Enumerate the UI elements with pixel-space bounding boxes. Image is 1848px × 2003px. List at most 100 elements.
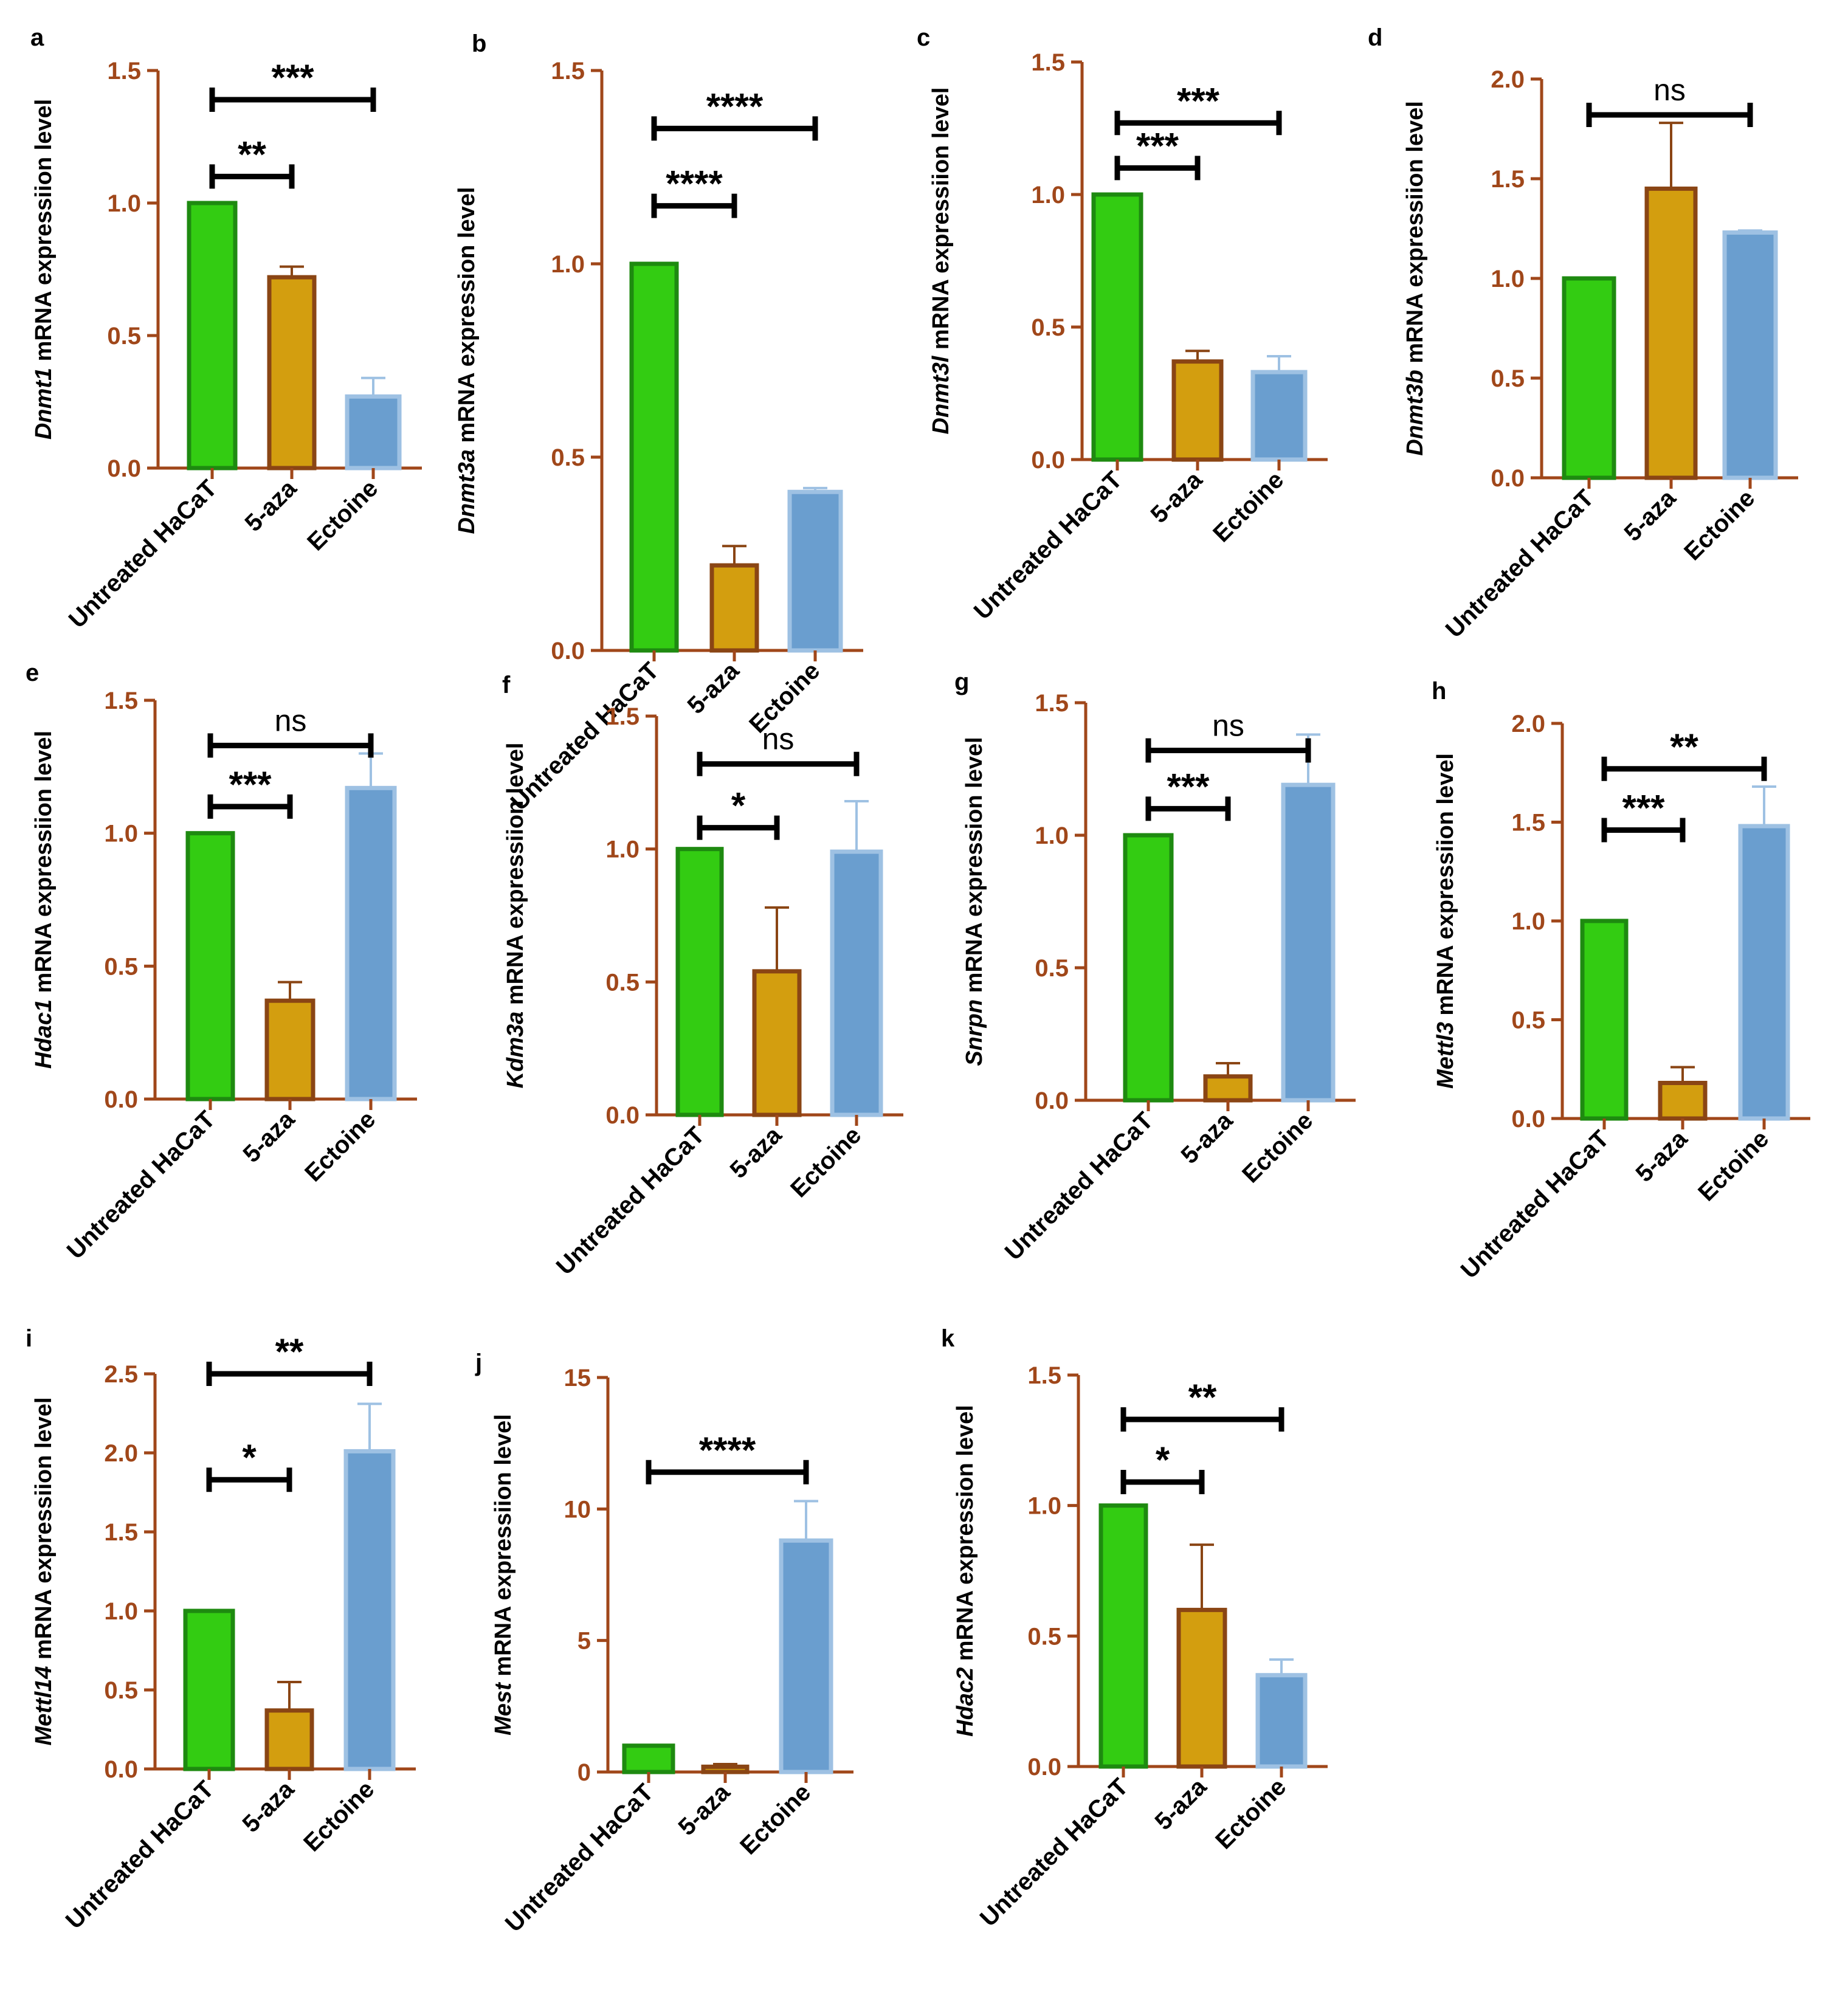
y-axis-label-rest: mRNA expression level [962,737,987,999]
panel-letter: i [26,1325,32,1352]
y-tick-label: 10 [564,1496,591,1523]
y-tick-label: 0.5 [1511,1007,1545,1034]
panel-i: i Mettl14 mRNA expressiion level 0.0 0.5 1.0… [26,1325,416,1934]
bar-ectoine [345,394,402,471]
bar-untreated-hacat [183,1608,235,1771]
y-tick-label: 0.5 [104,1677,138,1704]
bar-5-aza [709,563,759,653]
x-tick-label: Untreated HaCaT [551,1122,710,1280]
y-tick-label: 1.5 [1035,690,1069,717]
y-axis-label: Dnmt3b mRNA expressiion level [1402,101,1428,456]
bar-5-aza [1171,359,1224,462]
y-axis-label-gene: Dnmt3b [1402,370,1428,455]
y-axis-label-gene: Dnmt3l [928,355,954,434]
panel-letter: f [502,672,511,698]
y-tick-label: 1.5 [605,703,640,730]
y-axis-label: Dnmt3a mRNA expression level [454,187,480,534]
y-axis-label-gene: Hdac2 [953,1667,978,1737]
panel-letter: c [917,24,930,51]
x-tick-label: Untreated HaCaT [500,1779,659,1937]
y-tick-label: 1.5 [551,58,585,84]
x-tick-label: Untreated HaCaT [506,657,664,816]
y-tick-label: 1.0 [1027,1493,1061,1520]
y-tick-label: 1.5 [104,1519,138,1546]
y-tick-label: 0.5 [1035,955,1069,982]
y-tick-label: 0.0 [551,638,585,664]
significance-label: *** [1622,788,1665,829]
x-tick-label: Untreated HaCaT [62,1106,221,1264]
y-tick-label: 0.0 [1031,447,1065,474]
y-tick-label: 15 [564,1365,591,1391]
x-tick-label: Ectoine [785,1122,866,1202]
y-tick-label: 1.0 [107,190,141,217]
significance-label: ns [1653,73,1686,107]
y-axis-label: Hdac1 mRNA expressiion level [31,731,57,1069]
y-tick-label: 0.0 [104,1756,138,1783]
bar-ectoine [1281,782,1336,1103]
y-tick-label: 0.0 [1035,1088,1069,1114]
x-tick-label: Ectoine [1208,466,1289,547]
bar-5-aza [264,998,315,1101]
panel-letter: a [30,24,44,51]
y-tick-label: 1.5 [1031,49,1065,76]
y-tick-label: 1.0 [605,836,640,863]
x-tick-label: Untreated HaCaT [61,1776,219,1934]
y-tick-label: 0.0 [104,1086,138,1113]
bar-untreated-hacat [622,1743,675,1774]
panel-letter: b [472,30,486,57]
bar-5-aza [264,1708,314,1771]
bar-ectoine [1738,824,1790,1121]
bar-untreated-hacat [1098,1503,1148,1769]
significance-label: **** [706,86,764,126]
panel-letter: g [954,669,969,695]
y-axis-label: Mest mRNA expressiion level [491,1414,516,1736]
y-tick-label: 0.5 [104,953,138,980]
bar-5-aza [1203,1074,1253,1103]
x-tick-label: 5-aza [1619,484,1681,546]
y-axis-label-rest: mRNA expressiion level [1402,101,1428,370]
y-tick-label: 0 [578,1759,591,1786]
y-axis-label-gene: Kdm3a [503,1012,528,1089]
y-tick-label: 0.5 [605,969,640,996]
y-tick-label: 5 [578,1628,591,1655]
panel-c: c Dnmt3l mRNA expressiion level 0.0 0.5 1.0 1… [917,24,1328,625]
x-tick-label: Untreated HaCaT [1456,1125,1615,1284]
significance-label: **** [699,1430,756,1470]
y-axis-label-rest: mRNA expressiion level [928,88,954,356]
y-tick-label: 0.0 [1027,1754,1061,1781]
significance-label: *** [229,764,272,805]
y-axis-label-rest: mRNA expressiion level [491,1414,516,1683]
panel-j: j Mest mRNA expressiion level 0 5 10 15 Untrea… [475,1350,853,1937]
x-tick-label: Untreated HaCaT [1441,484,1599,643]
significance-label: * [242,1437,257,1478]
x-tick-label: 5-aza [725,1122,787,1184]
bar-untreated-hacat [187,201,238,471]
y-axis-label-rest: mRNA expression level [953,1405,978,1667]
y-axis-label-gene: Mest [491,1682,516,1736]
y-tick-label: 0.5 [1031,314,1065,341]
bar-untreated-hacat [1091,192,1143,462]
x-tick-label: 5-aza [682,657,744,719]
y-tick-label: 0.5 [1491,365,1525,392]
y-tick-label: 1.0 [1511,908,1545,935]
y-tick-label: 2.0 [104,1440,138,1467]
y-axis-label-rest: mRNA expressiion level [31,731,57,999]
x-tick-label: 5-aza [673,1779,735,1841]
bar-ectoine [1250,370,1308,462]
x-tick-label: 5-aza [240,475,302,537]
significance-label: ** [1188,1377,1217,1418]
significance-label: *** [271,57,314,98]
bar-ectoine [343,1449,396,1771]
y-tick-label: 1.5 [1027,1362,1061,1389]
bar-untreated-hacat [629,261,679,653]
bar-ectoine [1255,1673,1308,1769]
x-tick-label: 5-aza [1145,466,1207,528]
y-axis-label: Mettl14 mRNA expressiion level [31,1397,57,1745]
bar-5-aza [1658,1081,1708,1121]
y-axis-label-rest: mRNA expression level [454,187,480,450]
x-tick-label: 5-aza [1630,1125,1692,1187]
bar-untreated-hacat [1562,276,1616,480]
y-axis-label-gene: Hdac1 [31,999,57,1069]
y-axis-label: Dnmt3l mRNA expressiion level [928,88,954,435]
panel-letter: e [26,660,39,686]
